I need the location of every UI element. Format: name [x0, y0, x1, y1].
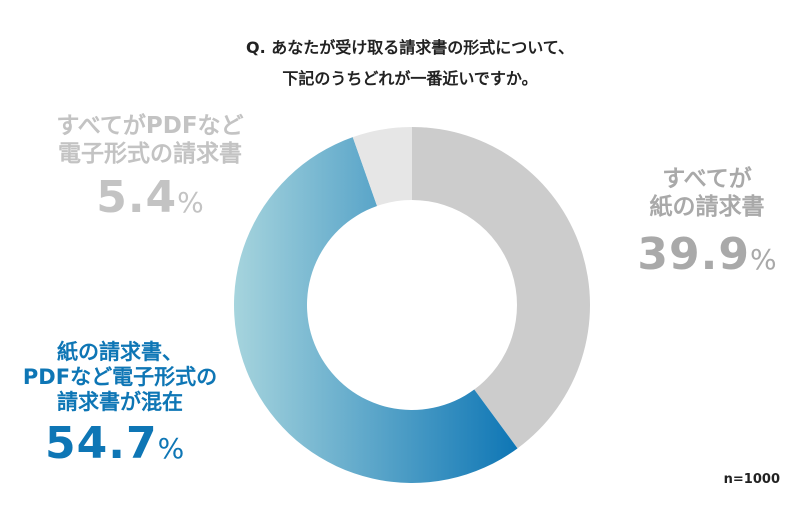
label-line: PDFなど電子形式の: [22, 365, 218, 390]
donut-slice-0: [412, 127, 591, 449]
percent-sign: %: [157, 431, 185, 465]
chart-title-line-1: Q. あなたが受け取る請求書の形式について、: [246, 38, 574, 57]
donut-slice-2: [352, 127, 412, 206]
label-line: 請求書が混在: [57, 390, 183, 415]
label-mixed: 紙の請求書、 PDFなど電子形式の 請求書が混在 54.7%: [0, 340, 240, 470]
value-label: 5.4: [96, 172, 178, 224]
label-line: すべてがPDFなど: [56, 113, 244, 139]
value-label: 39.9: [637, 229, 750, 281]
label-all-paper: すべてが 紙の請求書 39.9%: [622, 166, 792, 282]
value-label: 54.7: [45, 417, 158, 469]
label-line: 紙の請求書、: [57, 340, 183, 364]
sample-size-note: n=1000: [723, 472, 780, 487]
percent-sign: %: [177, 186, 204, 220]
label-line: 紙の請求書: [649, 193, 765, 220]
percent-sign: %: [749, 243, 777, 277]
label-line: すべてが: [662, 166, 752, 192]
chart-title-line-2: 下記のうちどれが一番近いですか。: [282, 69, 538, 88]
donut-slice-1: [234, 137, 518, 483]
label-line: 電子形式の請求書: [58, 140, 242, 167]
label-all-electronic: すべてがPDFなど 電子形式の請求書 5.4%: [40, 113, 260, 225]
